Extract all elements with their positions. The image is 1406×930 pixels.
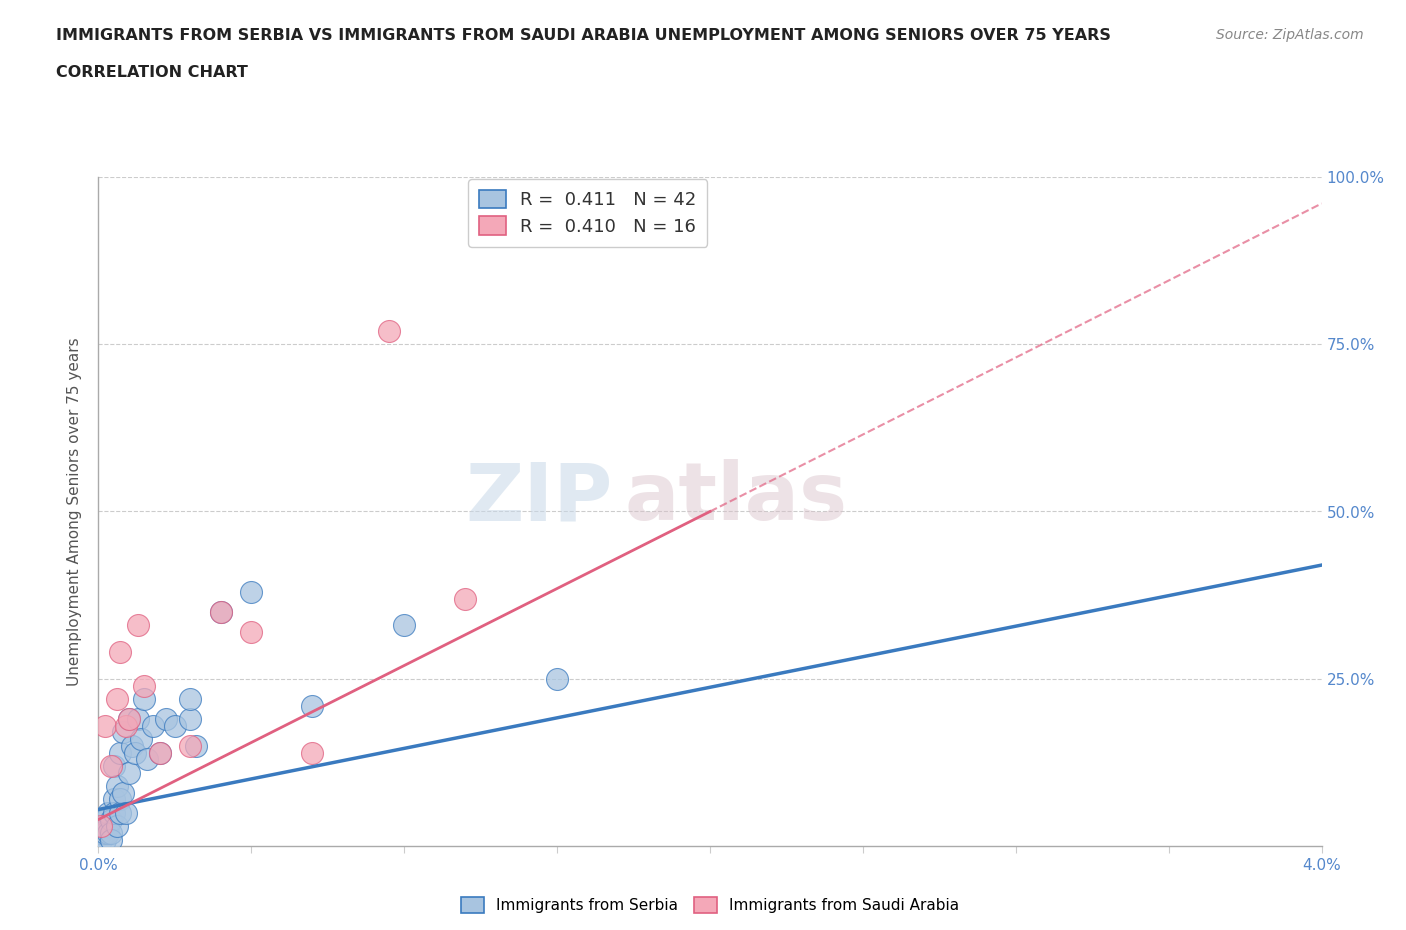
Point — [118, 711, 141, 726]
Point — [100, 832, 122, 847]
Point — [179, 711, 201, 726]
Point — [100, 759, 122, 774]
Point — [209, 604, 232, 619]
Point — [97, 826, 120, 841]
Text: atlas: atlas — [624, 459, 848, 538]
Point — [93, 812, 115, 827]
Point — [134, 678, 156, 693]
Point — [136, 751, 159, 766]
Point — [93, 832, 115, 847]
Point — [149, 745, 172, 760]
Text: Source: ZipAtlas.com: Source: ZipAtlas.com — [1216, 28, 1364, 42]
Point — [392, 618, 416, 632]
Point — [100, 826, 122, 841]
Y-axis label: Unemployment Among Seniors over 75 years: Unemployment Among Seniors over 75 years — [67, 338, 83, 685]
Point — [118, 711, 141, 726]
Point — [108, 805, 131, 820]
Point — [301, 698, 323, 713]
Point — [93, 718, 115, 733]
Point — [134, 692, 156, 707]
Legend: Immigrants from Serbia, Immigrants from Saudi Arabia: Immigrants from Serbia, Immigrants from … — [456, 891, 965, 919]
Point — [149, 745, 172, 760]
Point — [454, 591, 477, 606]
Point — [127, 711, 149, 726]
Point — [108, 745, 131, 760]
Point — [115, 718, 138, 733]
Point — [111, 785, 134, 800]
Point — [155, 711, 177, 726]
Text: IMMIGRANTS FROM SERBIA VS IMMIGRANTS FROM SAUDI ARABIA UNEMPLOYMENT AMONG SENIOR: IMMIGRANTS FROM SERBIA VS IMMIGRANTS FRO… — [56, 28, 1111, 43]
Point — [179, 692, 201, 707]
Point — [546, 671, 568, 686]
Point — [142, 718, 165, 733]
Point — [100, 812, 122, 827]
Point — [103, 759, 125, 774]
Point — [105, 778, 128, 793]
Point — [378, 324, 401, 339]
Point — [124, 745, 146, 760]
Point — [240, 584, 263, 599]
Point — [115, 805, 138, 820]
Point — [93, 826, 115, 841]
Point — [90, 826, 112, 841]
Point — [186, 738, 208, 753]
Point — [118, 765, 141, 780]
Point — [97, 805, 120, 820]
Point — [105, 818, 128, 833]
Point — [209, 604, 232, 619]
Point — [301, 745, 323, 760]
Point — [127, 618, 149, 632]
Point — [163, 718, 186, 733]
Text: ZIP: ZIP — [465, 459, 612, 538]
Point — [111, 725, 134, 740]
Point — [121, 738, 143, 753]
Point — [97, 818, 120, 833]
Point — [108, 644, 131, 659]
Point — [129, 732, 152, 747]
Point — [90, 818, 112, 833]
Point — [179, 738, 201, 753]
Text: CORRELATION CHART: CORRELATION CHART — [56, 65, 247, 80]
Point — [240, 625, 263, 640]
Point — [105, 692, 128, 707]
Point — [90, 832, 112, 847]
Point — [103, 792, 125, 807]
Point — [108, 792, 131, 807]
Point — [103, 805, 125, 820]
